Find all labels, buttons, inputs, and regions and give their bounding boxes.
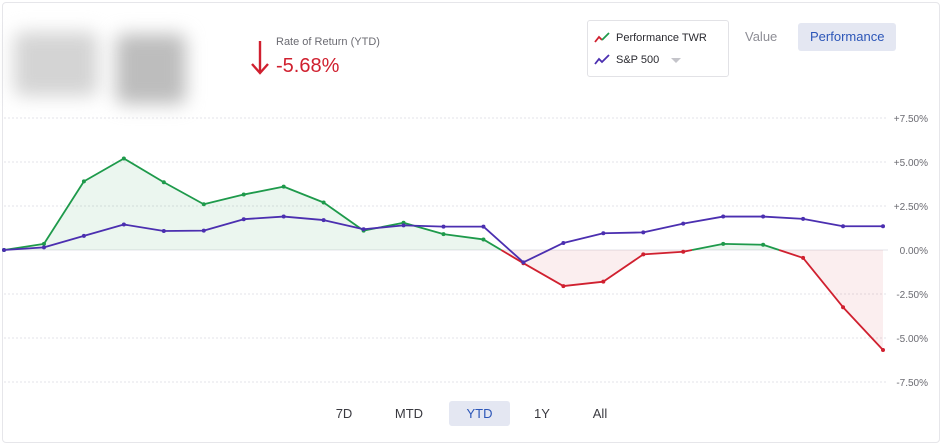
performance-point: [561, 284, 566, 289]
sp500-point: [201, 228, 206, 233]
performance-point: [641, 252, 646, 257]
sp500-point: [161, 228, 166, 233]
performance-point: [161, 180, 166, 185]
tab-7d[interactable]: 7D: [335, 406, 353, 421]
tab-all[interactable]: All: [592, 406, 608, 421]
y-tick-label: -2.50%: [896, 290, 928, 301]
sp500-point: [2, 248, 6, 252]
performance-point: [441, 232, 446, 237]
value-toggle-button[interactable]: Value: [745, 29, 778, 44]
chevron-down-icon[interactable]: [671, 57, 682, 63]
performance-point: [321, 200, 326, 205]
performance-point: [241, 192, 246, 197]
sp500-point: [641, 230, 646, 235]
tab-mtd[interactable]: MTD: [394, 406, 424, 421]
performance-point: [841, 305, 846, 310]
y-tick-label: -7.50%: [896, 378, 928, 389]
legend-item-performance[interactable]: Performance TWR: [594, 29, 707, 47]
sp500-point: [321, 218, 326, 223]
sp500-point: [841, 224, 846, 229]
y-tick-label: +7.50%: [894, 114, 928, 125]
sp500-point: [601, 231, 606, 236]
performance-point: [601, 279, 606, 284]
sp500-point: [481, 224, 486, 229]
performance-series-line: [778, 249, 884, 351]
performance-point: [121, 156, 126, 161]
sp500-point: [801, 216, 806, 221]
sp500-point: [241, 217, 246, 222]
performance-point: [281, 184, 286, 189]
sp500-point: [761, 214, 766, 219]
sp500-point: [361, 227, 366, 232]
negative-area-fill: [501, 250, 693, 287]
tab-ytd[interactable]: YTD: [449, 401, 510, 426]
blurred-account-info: [12, 20, 202, 112]
sp500-point: [281, 214, 286, 219]
performance-series-line: [691, 242, 780, 251]
y-tick-label: -5.00%: [896, 334, 928, 345]
performance-point: [201, 202, 206, 207]
y-tick-label: 0.00%: [900, 246, 928, 257]
sp500-point: [721, 214, 726, 219]
performance-point: [41, 241, 46, 246]
chart-legend: Performance TWR S&P 500: [587, 20, 729, 77]
trend-line-purple-icon: [594, 54, 610, 65]
y-tick-label: +2.50%: [894, 202, 928, 213]
y-tick-label: +5.00%: [894, 158, 928, 169]
legend-label-sp500: S&P 500: [616, 54, 660, 66]
tab-1y[interactable]: 1Y: [534, 406, 550, 421]
down-arrow-icon: [251, 41, 269, 75]
performance-point: [801, 255, 806, 260]
legend-item-sp500[interactable]: S&P 500: [594, 51, 682, 69]
sp500-point: [681, 221, 686, 226]
negative-area-fill: [779, 250, 883, 350]
sp500-point: [121, 222, 126, 227]
sp500-point: [881, 224, 885, 229]
sp500-point: [81, 233, 86, 238]
rate-of-return-value: -5.68%: [276, 55, 340, 77]
rate-of-return-label: Rate of Return (YTD): [276, 36, 380, 48]
performance-point: [721, 241, 726, 246]
sp500-point: [401, 223, 406, 228]
performance-point: [881, 347, 885, 352]
range-tabs: 7D MTD YTD 1Y All: [0, 401, 944, 426]
positive-area-fill: [4, 158, 502, 250]
sp500-point: [561, 240, 566, 245]
performance-series-line: [3, 157, 502, 251]
performance-point: [81, 179, 86, 184]
sp500-point: [521, 260, 526, 265]
sp500-point: [41, 245, 46, 250]
sp500-point: [441, 224, 446, 229]
performance-point: [761, 242, 766, 247]
performance-toggle-button[interactable]: Performance: [798, 23, 897, 51]
performance-point: [481, 237, 486, 242]
legend-label-performance: Performance TWR: [616, 32, 707, 44]
performance-point: [681, 249, 686, 254]
trend-line-red-green-icon: [594, 32, 610, 43]
